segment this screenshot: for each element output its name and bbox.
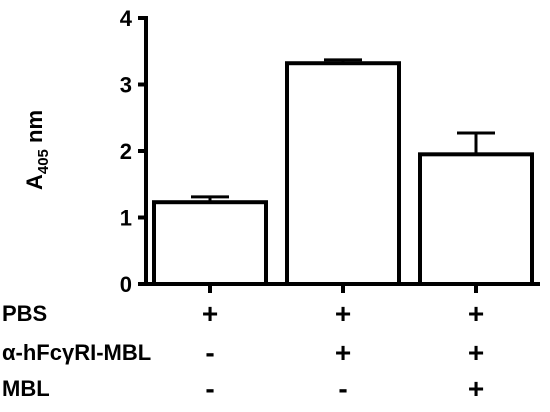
y-tick-label-2: 2 xyxy=(120,139,132,164)
condition-sign: - xyxy=(205,337,214,368)
condition-row-label: α-hFcγRI-MBL xyxy=(2,340,151,365)
bar-2 xyxy=(285,61,401,286)
condition-sign: + xyxy=(468,337,484,368)
condition-sign: + xyxy=(335,298,351,329)
error-bar-1 xyxy=(191,195,229,203)
y-tick-label-4: 4 xyxy=(120,6,133,31)
error-bars-layer xyxy=(191,58,495,203)
axes-layer: 0 1 2 3 4 xyxy=(120,6,540,297)
condition-sign: + xyxy=(468,298,484,329)
condition-table: PBS + + + α-hFcγRI-MBL - + + MBL - - + xyxy=(2,298,484,404)
bar-3 xyxy=(418,152,534,286)
y-axis-label-unit: nm xyxy=(22,110,47,149)
y-tick-label-1: 1 xyxy=(120,206,132,231)
condition-sign: - xyxy=(205,373,214,404)
y-tick-label-0: 0 xyxy=(120,272,132,297)
condition-sign: - xyxy=(338,373,347,404)
y-tick-label-3: 3 xyxy=(120,73,132,98)
error-bar-2 xyxy=(324,58,362,64)
condition-row-2: α-hFcγRI-MBL - + + xyxy=(2,337,484,368)
error-bar-3 xyxy=(457,131,495,155)
bar-1 xyxy=(152,200,268,286)
y-axis-label-subscript: 405 xyxy=(35,149,52,174)
condition-row-1: PBS + + + xyxy=(2,298,484,329)
condition-row-3: MBL - - + xyxy=(2,373,484,404)
y-axis-label: A405 nm xyxy=(22,110,52,190)
condition-row-label: PBS xyxy=(2,301,47,326)
y-axis-label-main: A xyxy=(22,174,47,190)
condition-sign: + xyxy=(468,373,484,404)
bars-layer xyxy=(152,61,534,286)
condition-sign: + xyxy=(335,337,351,368)
condition-row-label: MBL xyxy=(2,376,50,401)
condition-sign: + xyxy=(202,298,218,329)
